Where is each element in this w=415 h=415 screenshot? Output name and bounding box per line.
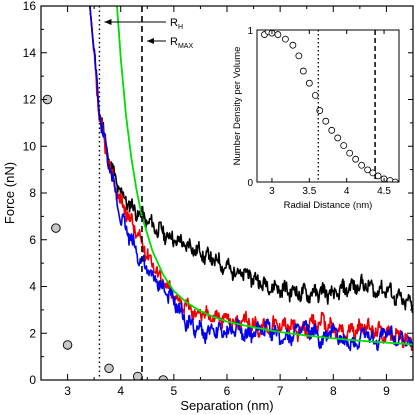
x-tick-label: 8 <box>330 384 337 398</box>
data-marker <box>158 375 168 380</box>
vline-label: RH <box>170 17 183 31</box>
inset-point <box>299 67 307 75</box>
y-tick-label: 14 <box>23 46 37 60</box>
inset-x-axis-title: Radial Distance (nm) <box>284 200 373 211</box>
inset-point <box>346 149 354 157</box>
inset-point <box>305 79 313 87</box>
y-tick-label: 6 <box>29 233 36 247</box>
inset-y-tick-label: 0 <box>247 178 253 189</box>
data-marker <box>51 223 61 233</box>
vline-annotations: RH RMAX <box>104 17 193 50</box>
inset-point <box>364 166 372 174</box>
y-tick-label: 8 <box>29 186 36 200</box>
inset-point <box>316 107 324 114</box>
y-tick-label: 10 <box>23 139 37 153</box>
inset-point <box>274 31 282 38</box>
y-tick-label: 16 <box>23 0 37 13</box>
inset-point <box>352 155 360 163</box>
series-line-blue <box>89 6 413 352</box>
main-series <box>89 6 413 352</box>
inset-point <box>295 52 303 60</box>
inset-point <box>281 35 289 43</box>
x-axis-title: Separation (nm) <box>180 398 273 413</box>
inset-point <box>328 126 336 134</box>
data-marker <box>104 363 114 374</box>
inset-point <box>374 172 382 180</box>
series-line-black <box>89 6 413 314</box>
data-marker <box>62 340 73 350</box>
inset-point <box>391 178 399 182</box>
data-marker <box>132 371 143 380</box>
main-vlines <box>98 6 143 380</box>
inset-y-axis-title: Number Density per Volume <box>232 47 243 166</box>
x-tick-label: 5 <box>171 384 178 398</box>
inset-plot-frame <box>256 29 400 183</box>
y-tick-label: 12 <box>23 93 37 107</box>
inset-x-tick-label: 3 <box>269 186 275 197</box>
y-tick-label: 2 <box>29 326 36 340</box>
x-tick-label: 3 <box>64 384 71 398</box>
y-tick-label: 4 <box>29 280 36 294</box>
main-x-ticks: 3 4 5 6 7 8 9 <box>40 6 414 398</box>
x-tick-label: 6 <box>224 384 231 398</box>
vline-label: RMAX <box>170 36 193 50</box>
x-tick-label: 9 <box>383 384 390 398</box>
inset-y-ticks: 01 <box>247 26 261 189</box>
inset-x-tick-label: 3.5 <box>302 186 316 197</box>
inset-point <box>358 161 366 169</box>
inset-x-ticks: 3 3.5 4 4.5 <box>269 30 391 197</box>
inset-point <box>289 41 297 49</box>
y-tick-label: 0 <box>29 373 36 387</box>
vline-label-subscript: H <box>178 24 183 31</box>
inset-point <box>311 91 319 99</box>
y-axis-title: Force (nN) <box>2 162 17 224</box>
inset-vlines <box>317 30 376 182</box>
main-markers <box>42 94 168 380</box>
x-tick-label: 4 <box>117 384 124 398</box>
inset-background <box>206 14 408 219</box>
x-tick-label: 7 <box>277 384 284 398</box>
inset-point <box>340 142 348 149</box>
vline-label-subscript: MAX <box>178 43 194 50</box>
inset-y-tick-label: 1 <box>247 26 253 37</box>
inset-points <box>261 30 399 182</box>
inset-point <box>334 134 342 142</box>
inset-x-tick-label: 4 <box>344 186 350 197</box>
inset-x-tick-label: 4.5 <box>377 186 391 197</box>
inset-plot: 3 3.5 4 4.5 01 Radial Distance (nm) Number … <box>206 14 408 219</box>
inset-point <box>322 117 330 125</box>
series-line-green <box>116 6 413 346</box>
